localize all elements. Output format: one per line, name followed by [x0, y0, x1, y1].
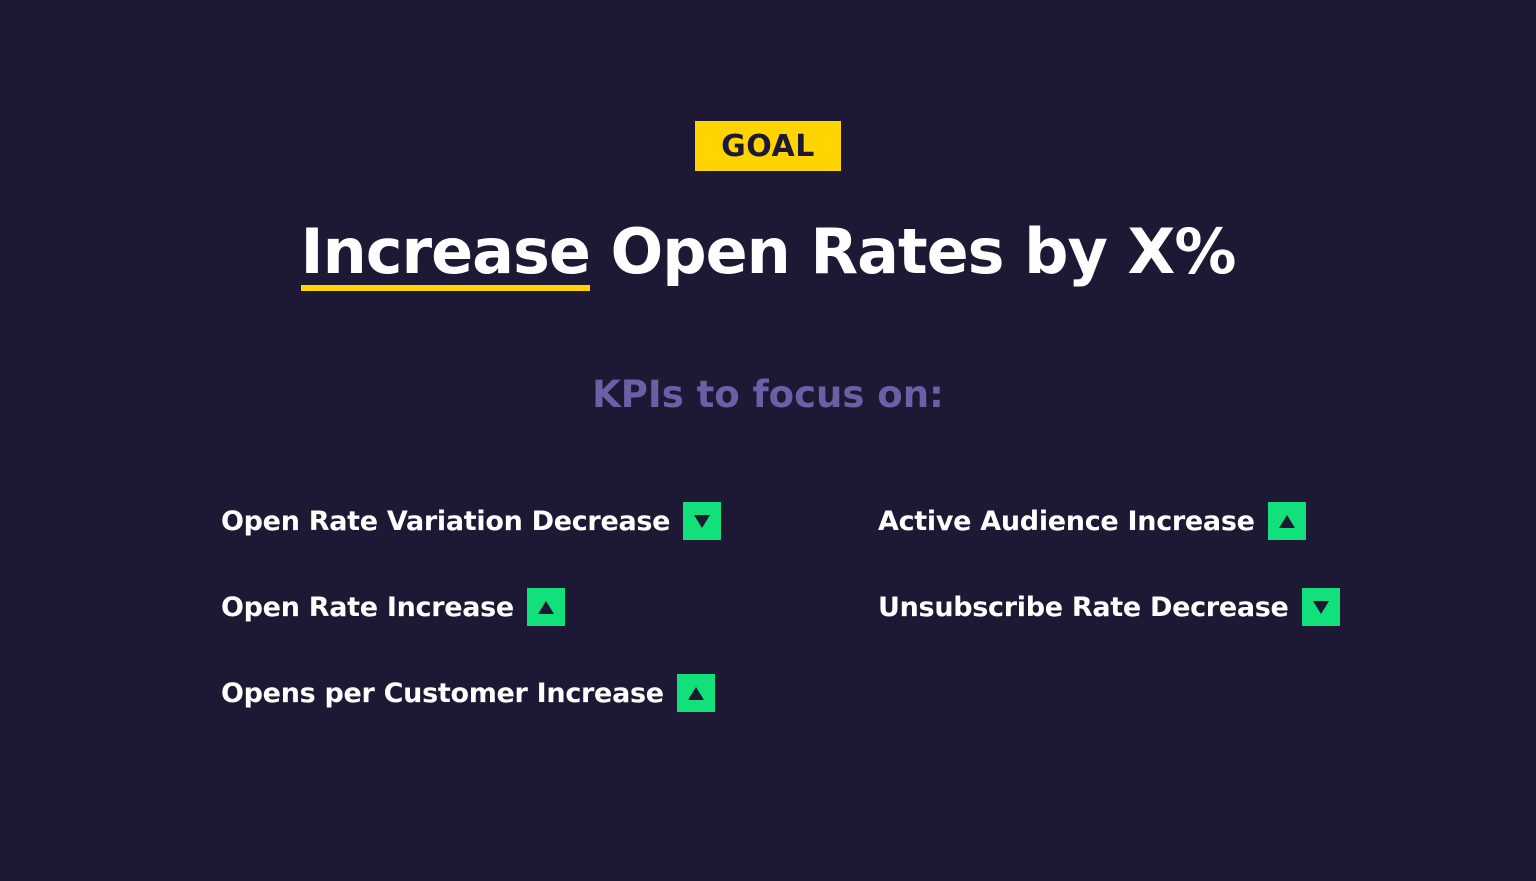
kpi-label: Active Audience Increase — [878, 505, 1255, 537]
kpi-label: Open Rate Variation Decrease — [221, 505, 671, 537]
headline-rest: Open Rates by X% — [589, 215, 1237, 288]
kpi-item: Opens per Customer Increase — [221, 674, 715, 712]
kpi-label: Opens per Customer Increase — [221, 677, 664, 709]
arrow-up-icon — [676, 674, 715, 712]
goal-badge: GOAL — [695, 121, 841, 171]
headline-emphasis: Increase — [300, 219, 591, 291]
arrow-down-icon — [683, 502, 722, 540]
kpi-label: Open Rate Increase — [221, 591, 514, 623]
arrow-down-icon — [1301, 588, 1340, 626]
kpi-label: Unsubscribe Rate Decrease — [878, 591, 1289, 623]
kpi-subheading: KPIs to focus on: — [592, 373, 944, 416]
kpi-item: Open Rate Increase — [221, 588, 565, 626]
kpi-item: Unsubscribe Rate Decrease — [878, 588, 1340, 626]
arrow-up-icon — [526, 588, 565, 626]
page-title: Increase Open Rates by X% — [0, 212, 1536, 292]
kpi-item: Active Audience Increase — [878, 502, 1306, 540]
arrow-up-icon — [1267, 502, 1306, 540]
kpi-item: Open Rate Variation Decrease — [221, 502, 722, 540]
